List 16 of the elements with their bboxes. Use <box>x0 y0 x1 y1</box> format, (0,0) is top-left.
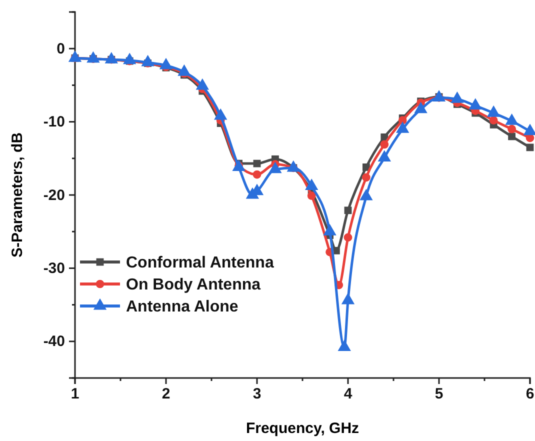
x-axis-title: Frequency, GHz <box>246 420 360 437</box>
legend-label: Antenna Alone <box>126 298 238 316</box>
legend-label: On Body Antenna <box>126 276 261 294</box>
x-tick-label: 6 <box>526 386 534 403</box>
y-tick-label: -40 <box>43 333 65 350</box>
x-tick-label: 4 <box>344 386 353 403</box>
x-tick-label: 3 <box>252 386 262 403</box>
y-tick-label: -10 <box>43 114 65 131</box>
x-tick-label: 2 <box>162 386 170 403</box>
x-tick-label: 5 <box>434 386 444 403</box>
y-tick-label: 0 <box>56 40 65 58</box>
x-tick-label: 1 <box>70 386 80 403</box>
y-tick-label: -20 <box>43 186 65 204</box>
legend-label: Conformal Antenna <box>126 254 274 272</box>
y-tick-label: -30 <box>43 260 65 277</box>
y-axis-title: S-Parameters, dB <box>9 132 26 258</box>
